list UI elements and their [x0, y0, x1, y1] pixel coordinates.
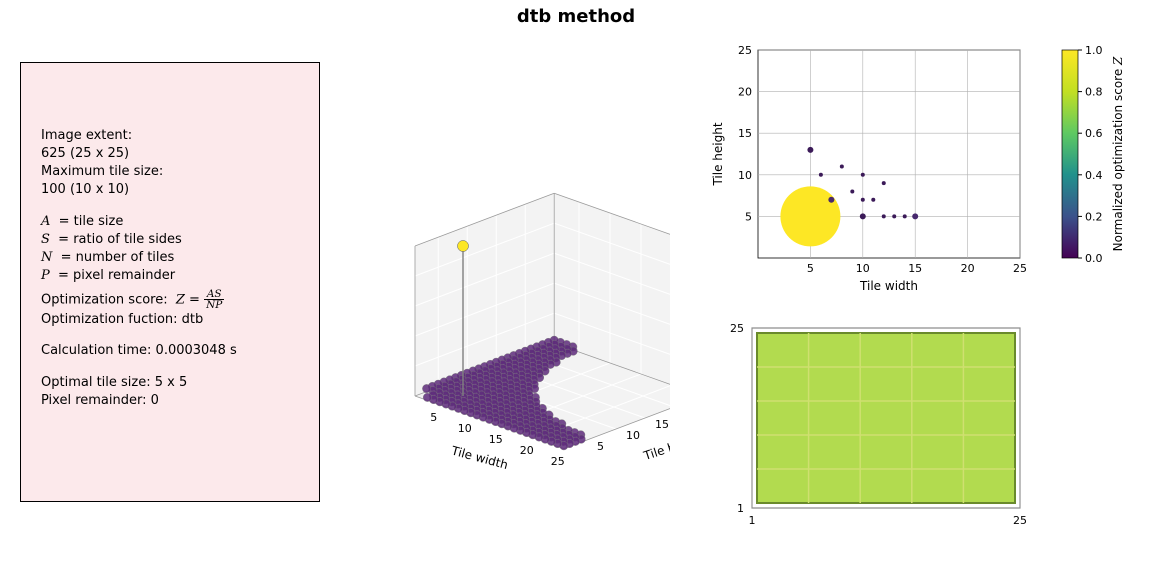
- svg-text:0.8: 0.8: [1085, 86, 1103, 99]
- svg-text:5: 5: [807, 262, 814, 275]
- svg-text:25: 25: [1013, 514, 1027, 527]
- svg-text:15: 15: [489, 433, 503, 446]
- svg-text:10: 10: [458, 422, 472, 435]
- svg-text:20: 20: [738, 86, 752, 99]
- max-tile-label: Maximum tile size:: [41, 163, 299, 181]
- svg-text:1.0: 1.0: [1085, 44, 1103, 57]
- svg-text:1: 1: [749, 514, 756, 527]
- image-extent-label: Image extent:: [41, 127, 299, 145]
- svg-text:Tile height: Tile height: [641, 430, 670, 463]
- max-tile-value: 100 (10 x 10): [41, 181, 299, 199]
- svg-text:20: 20: [961, 262, 975, 275]
- colorbar: 0.0 0.2 0.4 0.6 0.8 1.0 Normalized optimizatio…: [1058, 40, 1132, 300]
- var-p: P = pixel remainder: [41, 267, 299, 285]
- svg-text:10: 10: [626, 429, 640, 442]
- calc-time: Calculation time: 0.0003048 s: [41, 342, 299, 360]
- svg-text:25: 25: [730, 322, 744, 335]
- svg-text:Tile height: Tile height: [711, 122, 725, 186]
- opt-score: Optimization score: Z = AS NP: [41, 289, 299, 311]
- var-n: N = number of tiles: [41, 249, 299, 267]
- var-s: S = ratio of tile sides: [41, 231, 299, 249]
- svg-text:15: 15: [908, 262, 922, 275]
- svg-text:5: 5: [745, 210, 752, 223]
- svg-text:5: 5: [430, 411, 437, 424]
- svg-text:25: 25: [551, 455, 565, 468]
- svg-text:0.0: 0.0: [1085, 252, 1103, 265]
- svg-text:0.6: 0.6: [1085, 127, 1103, 140]
- var-a: A = tile size: [41, 213, 299, 231]
- svg-text:20: 20: [520, 444, 534, 457]
- plot-tile-grid: 1 25 1 25: [700, 320, 1030, 550]
- optimal-tile: Optimal tile size: 5 x 5: [41, 374, 299, 392]
- svg-text:10: 10: [856, 262, 870, 275]
- info-panel: Image extent: 625 (25 x 25) Maximum tile…: [20, 62, 320, 502]
- svg-text:25: 25: [738, 44, 752, 57]
- figure-title: dtb method: [0, 6, 1152, 27]
- svg-text:0.4: 0.4: [1085, 169, 1103, 182]
- svg-text:Tile width: Tile width: [859, 279, 918, 293]
- svg-text:10: 10: [738, 169, 752, 182]
- pixel-remainder: Pixel remainder: 0: [41, 392, 299, 410]
- svg-text:Normalized optimization score: Normalized optimization score Z: [1111, 56, 1125, 251]
- svg-text:5: 5: [597, 440, 604, 453]
- plot-3d: 0.00.20.40.60.81.0510152025510152025Tile…: [340, 56, 670, 496]
- svg-text:Tile width: Tile width: [449, 443, 510, 472]
- svg-text:1: 1: [737, 502, 744, 515]
- image-extent-value: 625 (25 x 25): [41, 145, 299, 163]
- svg-text:0.2: 0.2: [1085, 210, 1103, 223]
- svg-text:15: 15: [655, 418, 669, 431]
- svg-text:25: 25: [1013, 262, 1027, 275]
- svg-text:15: 15: [738, 127, 752, 140]
- plot-scatter-2d: 5 10 15 20 25 5 10 15 20 25 Tile width Tile height: [700, 40, 1030, 300]
- opt-func: Optimization fuction: dtb: [41, 311, 299, 329]
